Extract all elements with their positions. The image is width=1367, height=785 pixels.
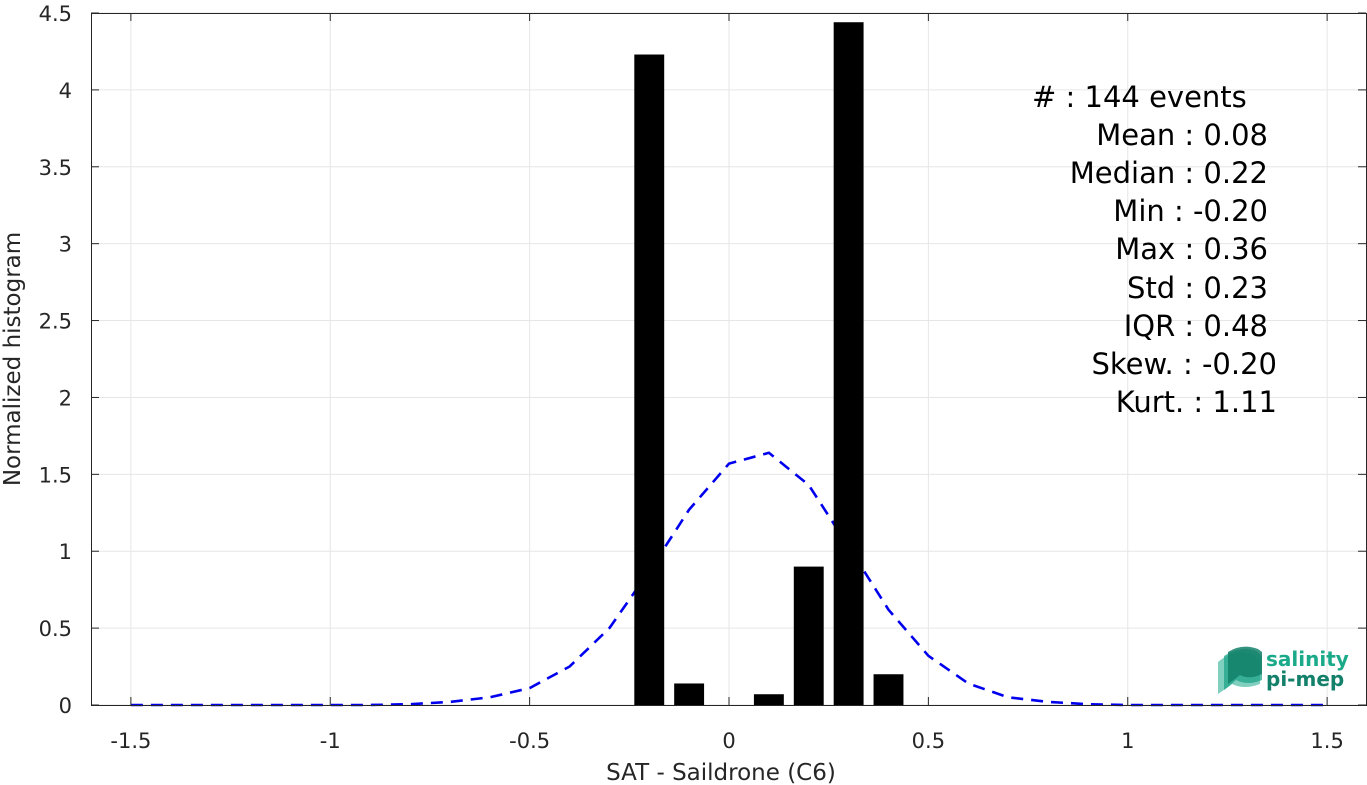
x-tick-label: -1 (320, 729, 341, 753)
stat-skewness: Skew. : -0.20 (1091, 347, 1277, 381)
y-axis-label: Normalized histogram (0, 232, 26, 486)
x-tick-label: -0.5 (509, 729, 550, 753)
y-tick-label: 1.5 (39, 463, 72, 487)
stat-max: Max : 0.36 (1115, 232, 1268, 266)
stat-kurtosis: Kurt. : 1.11 (1116, 385, 1277, 419)
y-tick-label: 3.5 (39, 156, 72, 180)
logo-text-salinity: salinity (1266, 647, 1349, 671)
stat-count: # : 144 events (1032, 80, 1247, 114)
stat-iqr: IQR : 0.48 (1124, 309, 1268, 343)
stat-min: Min : -0.20 (1113, 194, 1268, 228)
x-tick-label: 0.5 (912, 729, 945, 753)
normal-fit-curve (130, 451, 1328, 707)
stat-mean: Mean : 0.08 (1096, 118, 1268, 152)
y-tick-label: 1 (59, 540, 72, 564)
y-axis-ticks: 0 0.5 1 1.5 2 2.5 3 3.5 4 4.5 (39, 2, 1366, 718)
y-tick-label: 2 (59, 386, 72, 410)
wave-logo-icon (1218, 646, 1262, 694)
stat-std: Std : 0.23 (1127, 271, 1268, 305)
logo-text-pi-mep: pi-mep (1266, 667, 1344, 691)
y-tick-label: 4 (59, 79, 72, 103)
x-tick-label: 1.5 (1310, 729, 1343, 753)
histogram-bar (793, 566, 824, 705)
normal-fit-curve-layer (130, 451, 1328, 707)
histogram-bar (873, 674, 904, 705)
histogram-bars (634, 22, 904, 705)
y-tick-label: 2.5 (39, 310, 72, 334)
x-axis-label: SAT - Saildrone (C6) (606, 760, 836, 785)
histogram-bar (753, 694, 784, 705)
histogram-bar (833, 22, 864, 705)
stat-median: Median : 0.22 (1070, 156, 1268, 190)
statistics-box: # : 144 events Mean : 0.08 Median : 0.22… (1032, 80, 1277, 419)
y-tick-label: 0.5 (39, 617, 72, 641)
x-tick-label: 1 (1121, 729, 1134, 753)
x-axis-ticks: -1.5 -1 -0.5 0 0.5 1 1.5 (110, 13, 1344, 753)
salinity-pi-mep-logo: salinity pi-mep (1218, 646, 1349, 694)
histogram-bar (674, 683, 705, 705)
histogram-bar (634, 54, 665, 705)
y-tick-label: 3 (59, 233, 72, 257)
x-tick-label: -1.5 (110, 729, 151, 753)
x-tick-label: 0 (722, 729, 735, 753)
y-tick-label: 0 (59, 694, 72, 718)
y-tick-label: 4.5 (39, 2, 72, 26)
